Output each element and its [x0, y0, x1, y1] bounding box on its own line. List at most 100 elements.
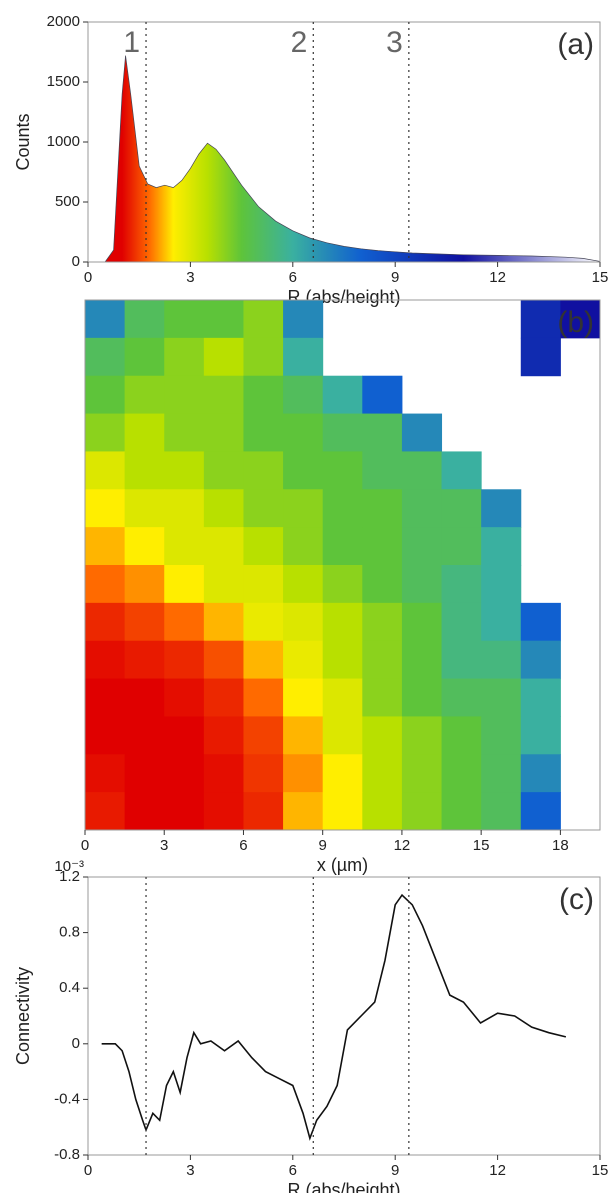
x-tick-label: 0 [84, 1162, 92, 1179]
heatmap-cell [362, 565, 403, 604]
heatmap-cell [441, 754, 482, 793]
heatmap-cell [362, 678, 403, 717]
heatmap-cell [441, 489, 482, 528]
heatmap-cell [124, 754, 165, 793]
heatmap-cell [124, 413, 165, 452]
heatmap-cell [203, 640, 244, 680]
heatmap-cell [243, 754, 284, 793]
heatmap-cell [203, 678, 244, 717]
y-tick-label: 1.2 [59, 868, 80, 885]
heatmap-cell [203, 716, 244, 755]
heatmap-cell [283, 754, 324, 793]
heatmap-cell [243, 337, 284, 377]
heatmap-cell [322, 640, 363, 680]
heatmap-cell [243, 792, 284, 831]
heatmap-cell [520, 754, 561, 793]
marker-label: 3 [386, 26, 403, 59]
heatmap-cell [85, 300, 126, 339]
x-tick-label: 12 [394, 837, 411, 854]
y-tick-label: 0.8 [59, 924, 80, 941]
x-tick-label: 3 [160, 837, 168, 854]
x-tick-label: 15 [473, 837, 490, 854]
heatmap-cell [362, 375, 403, 415]
marker-label: 1 [123, 26, 140, 59]
heatmap-cell [481, 489, 522, 528]
heatmap-cell [362, 792, 403, 831]
heatmap-cell [283, 602, 324, 642]
x-tick-label: 3 [186, 1162, 194, 1179]
heatmap-cell [164, 489, 205, 528]
heatmap-cell [243, 602, 284, 642]
heatmap-cell [322, 413, 363, 452]
x-tick-label: 12 [489, 269, 506, 286]
heatmap-cell [362, 716, 403, 755]
heatmap-cell [243, 375, 284, 415]
x-tick-label: 9 [319, 837, 327, 854]
heatmap-cell [401, 792, 443, 831]
heatmap-cell [362, 527, 403, 566]
heatmap-cell [203, 375, 244, 415]
heatmap-cell [283, 527, 324, 566]
heatmap-cell [322, 489, 363, 528]
heatmap-cell [164, 565, 205, 604]
x-tick-label: 3 [186, 269, 194, 286]
x-tick-label: 15 [592, 1162, 609, 1179]
heatmap-cell [85, 754, 126, 793]
heatmap-cell [401, 489, 443, 528]
heatmap-cell [441, 716, 482, 755]
heatmap-cell [164, 300, 205, 339]
x-tick-label: 15 [592, 269, 609, 286]
y-tick-label: -0.4 [54, 1090, 80, 1107]
heatmap-cell [85, 413, 126, 452]
line [101, 893, 567, 1141]
heatmap-cell [85, 451, 126, 490]
heatmap-cell [203, 300, 244, 339]
heatmap-cell [322, 527, 363, 566]
heatmap-cell [441, 602, 482, 642]
x-tick-label: 6 [289, 1162, 297, 1179]
y-axis-label: Connectivity [13, 967, 33, 1065]
heatmap-cell [362, 413, 403, 452]
heatmap-cell [243, 413, 284, 452]
heatmap-cell [203, 565, 244, 604]
heatmap-cell [164, 375, 205, 415]
panel-label: (a) [557, 28, 594, 61]
y-tick-label: 0.4 [59, 979, 80, 996]
heatmap-cell [283, 413, 324, 452]
heatmap-cell [124, 489, 165, 528]
heatmap-cell [243, 489, 284, 528]
heatmap-cell [124, 375, 165, 415]
heatmap-cell [481, 602, 522, 642]
heatmap-cell [362, 489, 403, 528]
heatmap-cell [401, 602, 443, 642]
y-multiplier: 10⁻³ [54, 858, 84, 875]
heatmap-cell [164, 413, 205, 452]
heatmap-cell [283, 640, 324, 680]
heatmap-cell [85, 527, 126, 566]
heatmap-cell [322, 375, 363, 415]
heatmap-cell [520, 337, 561, 377]
heatmap-cell [481, 527, 522, 566]
heatmap-cell [124, 640, 165, 680]
heatmap-cell [243, 678, 284, 717]
heatmap-cell [441, 451, 482, 490]
heatmap-cell [401, 754, 443, 793]
heatmap-cell [164, 451, 205, 490]
y-tick-label: 500 [55, 193, 80, 210]
heatmap-cell [243, 527, 284, 566]
heatmap-cell [520, 300, 561, 339]
heatmap-cell [164, 337, 205, 377]
heatmap-cell [85, 640, 126, 680]
heatmap-cell [362, 602, 403, 642]
heatmap-cell [481, 792, 522, 831]
heatmap-cell [203, 451, 244, 490]
heatmap-cell [401, 678, 443, 717]
y-tick-label: 0 [72, 1035, 80, 1052]
y-tick-label: -0.8 [54, 1146, 80, 1163]
heatmap-cell [203, 754, 244, 793]
heatmap-cell [243, 565, 284, 604]
heatmap-cell [85, 375, 126, 415]
x-tick-label: 0 [84, 269, 92, 286]
heatmap-cell [243, 451, 284, 490]
